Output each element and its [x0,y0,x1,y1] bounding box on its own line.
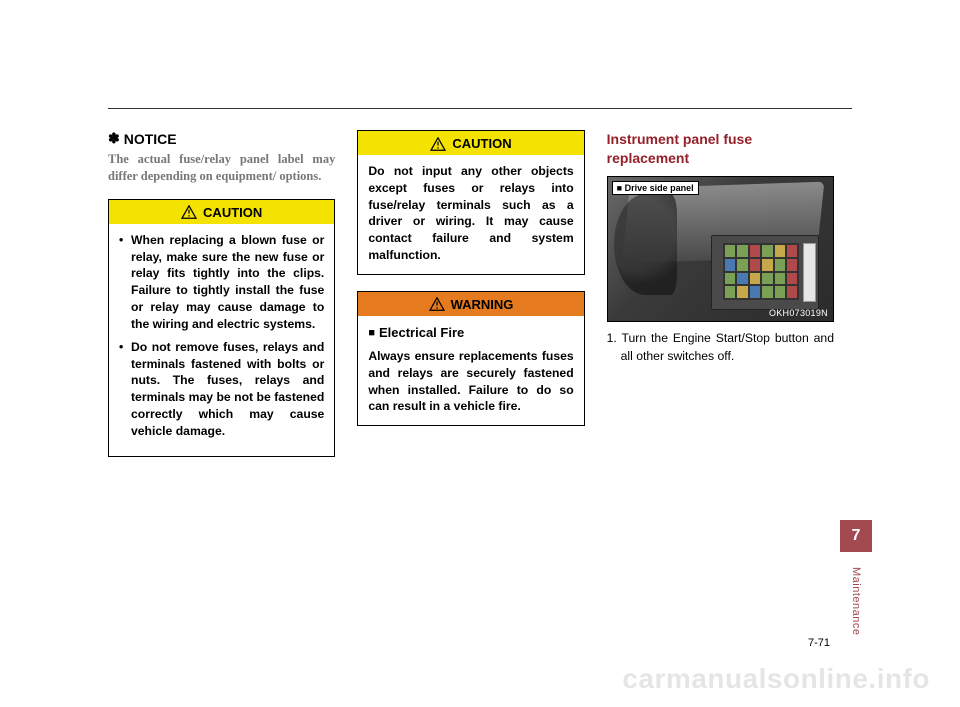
warning-body: ■ Electrical Fire Always ensure replaceme… [358,316,583,425]
watermark: carmanualsonline.info [622,663,930,695]
warning-text: Always ensure replacements fuses and rel… [368,348,573,415]
square-bullet-icon: ■ [368,327,375,339]
photo-tag: ■ Drive side panel [612,181,699,195]
manual-page: ✽ NOTICE The actual fuse/relay panel lab… [0,0,960,707]
caution-icon [430,137,446,151]
caution-item: Do not remove fuses, relays and terminal… [119,339,324,440]
caution-body: Do not input any other objects except fu… [358,155,583,274]
caution-box-2: CAUTION Do not input any other objects e… [357,130,584,275]
photo-steering [614,194,677,295]
caution-header: CAUTION [109,200,334,224]
notice-icon: ✽ [108,130,120,147]
photo-fuse-panel [711,235,819,310]
top-rule [108,108,852,109]
chapter-label: Maintenance [840,558,872,644]
chapter-number: 7 [852,527,861,545]
step-1: 1. Turn the Engine Start/Stop button and… [607,330,834,364]
caution-header-text: CAUTION [452,136,511,151]
caution-body: When replacing a blown fuse or relay, ma… [109,224,334,456]
chapter-tab: 7 [840,520,872,552]
photo-fuse-label-strip [803,243,817,302]
column-1: ✽ NOTICE The actual fuse/relay panel lab… [108,130,335,473]
section-title: Instrument panel fuse replacement [607,130,834,168]
column-2: CAUTION Do not input any other objects e… [357,130,584,473]
caution-header: CAUTION [358,131,583,155]
caution-item: When replacing a blown fuse or relay, ma… [119,232,324,333]
warning-icon [429,297,445,311]
caution-icon [181,205,197,219]
warning-header-text: WARNING [451,297,514,312]
page-number: 7-71 [808,637,830,649]
photo-code: OKH073019N [769,308,828,318]
content-columns: ✽ NOTICE The actual fuse/relay panel lab… [108,130,834,473]
notice-label: NOTICE [124,131,177,147]
caution-header-text: CAUTION [203,205,262,220]
caution-box-1: CAUTION When replacing a blown fuse or r… [108,199,335,457]
photo-fuse-grid [723,243,799,300]
instrument-panel-photo: ■ Drive side panel OKH073019N [607,176,834,323]
notice-heading: ✽ NOTICE [108,130,335,147]
caution-list: When replacing a blown fuse or relay, ma… [119,232,324,440]
warning-header: WARNING [358,292,583,316]
warning-subhead: ■ Electrical Fire [368,324,573,342]
warning-box: WARNING ■ Electrical Fire Always ensure r… [357,291,584,426]
column-3: Instrument panel fuse replacement ■ Driv… [607,130,834,473]
warning-subhead-text: Electrical Fire [379,325,464,340]
notice-body: The actual fuse/relay panel label may di… [108,151,335,185]
